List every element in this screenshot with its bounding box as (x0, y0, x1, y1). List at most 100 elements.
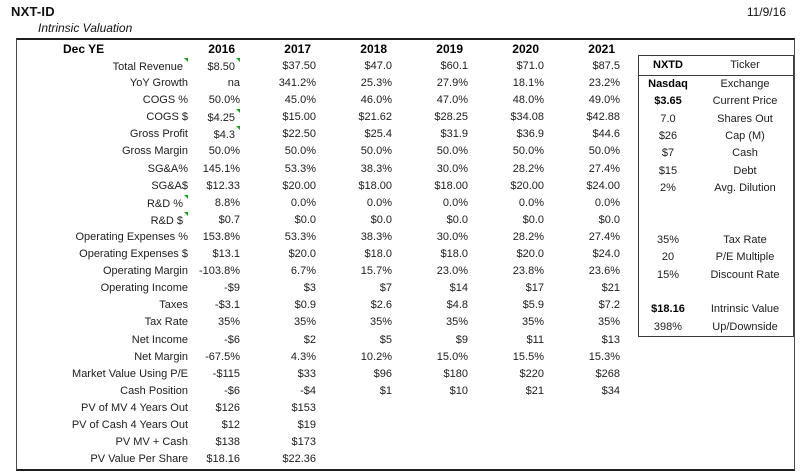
cell-value[interactable]: 38.3% (360, 230, 392, 243)
ticker-panel-value[interactable]: $3.65 (654, 95, 682, 108)
cell-value[interactable] (571, 434, 647, 451)
row-label[interactable]: Operating Income (100, 282, 188, 295)
cell-value[interactable]: $0.0 (598, 213, 620, 226)
cell-value[interactable]: 45.0% (284, 94, 316, 107)
cell-value[interactable]: 0.0% (290, 196, 316, 209)
row-label[interactable]: Operating Expenses % (75, 230, 188, 243)
cell-value[interactable]: $34 (601, 384, 620, 397)
cell-value[interactable]: $17 (525, 282, 544, 295)
cell-value[interactable]: 35% (445, 316, 468, 329)
ticker-panel-value[interactable]: NXTD (653, 59, 683, 71)
cell-value[interactable]: $138 (215, 436, 240, 449)
cell-value[interactable]: $36.9 (516, 128, 544, 141)
row-label[interactable]: SG&A% (147, 162, 188, 175)
cell-value[interactable]: $37.50 (282, 60, 316, 72)
cell-value[interactable]: $18.0 (440, 248, 468, 261)
row-label[interactable]: Gross Profit (129, 128, 188, 141)
cell-value[interactable]: 8.8% (214, 196, 240, 209)
cell-value[interactable]: $14 (449, 282, 468, 295)
ticker-panel-value[interactable] (639, 215, 697, 232)
cell-value[interactable]: $20.0 (288, 248, 316, 261)
cell-value[interactable]: $4.3 (191, 126, 267, 144)
row-label[interactable]: Cash Position (120, 384, 188, 397)
cell-value[interactable]: $34.08 (510, 111, 544, 124)
cell-value[interactable]: 48.0% (512, 94, 544, 107)
ticker-panel-label[interactable]: Intrinsic Value (710, 303, 780, 316)
column-header-year[interactable]: 2018 (360, 42, 387, 56)
cell-value[interactable] (495, 400, 571, 417)
cell-value[interactable]: $2.6 (370, 299, 392, 312)
ticker-panel-value[interactable] (639, 197, 697, 214)
cell-value[interactable]: 28.2% (512, 162, 544, 175)
row-label[interactable]: R&D $ (17, 211, 191, 230)
ticker-panel-label[interactable]: P/E Multiple (715, 251, 775, 264)
cell-value[interactable]: 0.0% (594, 196, 620, 209)
cell-value[interactable]: -$4 (300, 384, 316, 397)
row-label[interactable]: COGS % (142, 94, 188, 107)
cell-value[interactable]: 15.5% (512, 350, 544, 363)
cell-value[interactable]: $18.00 (434, 179, 468, 192)
cell-value[interactable] (495, 417, 571, 434)
cell-value[interactable]: 153.8% (202, 230, 240, 243)
cell-value[interactable]: 47.0% (436, 94, 468, 107)
cell-value[interactable]: $28.25 (434, 111, 468, 124)
cell-value[interactable] (571, 451, 647, 468)
cell-value[interactable] (343, 400, 419, 417)
row-label[interactable]: Taxes (159, 299, 188, 312)
cell-value[interactable] (571, 417, 647, 434)
ticker-panel-value[interactable] (639, 284, 697, 301)
cell-value[interactable]: $1 (379, 384, 392, 397)
cell-value[interactable]: 27.4% (588, 162, 620, 175)
cell-value[interactable]: 50.0% (512, 145, 544, 158)
cell-value[interactable]: $33 (297, 367, 316, 380)
cell-value[interactable] (419, 400, 495, 417)
cell-value[interactable]: 4.3% (290, 350, 316, 363)
cell-value[interactable]: $24.0 (592, 248, 620, 261)
cell-value[interactable]: $11 (526, 333, 544, 346)
cell-value[interactable]: $268 (595, 367, 620, 380)
cell-value[interactable]: 27.4% (588, 230, 620, 243)
cell-value[interactable]: 10.2% (360, 350, 392, 363)
cell-value[interactable]: 50.0% (588, 145, 620, 158)
cell-value[interactable] (419, 417, 495, 434)
column-header-year[interactable]: 2021 (588, 42, 615, 56)
cell-value[interactable]: $12.33 (206, 179, 240, 192)
cell-value[interactable]: $18.00 (358, 179, 392, 192)
cell-value[interactable]: $44.6 (592, 128, 620, 141)
cell-value[interactable]: $25.4 (364, 128, 392, 141)
cell-value[interactable]: $87.5 (592, 60, 620, 72)
ticker-panel-value[interactable]: 398% (653, 320, 683, 333)
cell-value[interactable]: 30.0% (436, 162, 468, 175)
cell-value[interactable]: 23.6% (588, 265, 620, 278)
cell-value[interactable]: $47.0 (364, 60, 392, 72)
cell-value[interactable]: $7.2 (598, 299, 620, 312)
ticker-panel-label[interactable]: Discount Rate (710, 268, 780, 281)
cell-value[interactable]: $153 (291, 401, 316, 414)
cell-value[interactable]: $7 (379, 282, 392, 295)
ticker-panel-label[interactable]: Tax Rate (723, 234, 767, 247)
cell-value[interactable]: 6.7% (290, 265, 316, 278)
cell-value[interactable]: $173 (291, 436, 316, 449)
cell-value[interactable]: $22.50 (282, 128, 316, 141)
row-label[interactable]: R&D % (17, 194, 191, 213)
cell-value[interactable] (343, 417, 419, 434)
column-header-year[interactable]: 2017 (284, 42, 311, 56)
row-label[interactable]: Gross Margin (121, 145, 188, 158)
row-label[interactable]: PV MV + Cash (115, 436, 188, 449)
ticker-panel-label[interactable]: Debt (733, 164, 757, 177)
cell-value[interactable]: 46.0% (360, 94, 392, 107)
cell-value[interactable]: $13.1 (212, 248, 240, 261)
cell-value[interactable]: $0.0 (446, 213, 468, 226)
cell-value[interactable]: 0.0% (442, 196, 468, 209)
ticker-panel-value[interactable]: $7 (661, 147, 675, 160)
ticker-panel-label[interactable]: Up/Downside (712, 320, 778, 333)
cell-value[interactable] (343, 451, 419, 468)
cell-value[interactable]: $31.9 (440, 128, 468, 141)
column-header-year[interactable]: 2019 (436, 42, 463, 56)
cell-value[interactable] (419, 451, 495, 468)
cell-value[interactable]: $0.0 (294, 213, 316, 226)
cell-value[interactable]: na (227, 77, 240, 90)
cell-value[interactable]: $20.0 (516, 248, 544, 261)
cell-value[interactable]: $24.00 (586, 179, 620, 192)
ticker-panel-label[interactable]: Ticker (730, 59, 760, 71)
